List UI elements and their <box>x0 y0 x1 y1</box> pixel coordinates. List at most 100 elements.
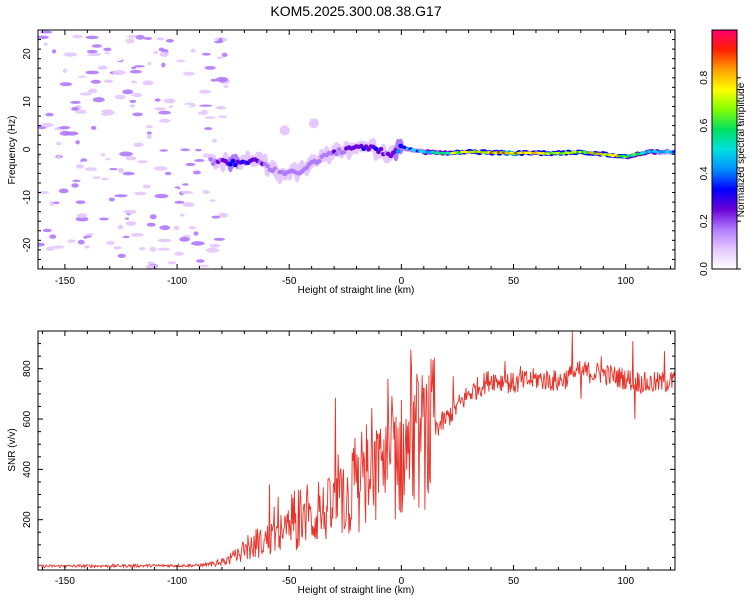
noise-blob <box>130 233 144 237</box>
noise-blob <box>122 235 130 239</box>
snr-y-tick-label: 200 <box>22 511 33 528</box>
noise-blob <box>167 261 177 265</box>
noise-blob <box>153 166 168 171</box>
snr-x-tick-label: 50 <box>508 576 520 587</box>
snr-x-tick-label: 0 <box>399 576 405 587</box>
noise-blob <box>104 51 111 55</box>
isolated-signal-blob <box>308 118 319 129</box>
noise-blob <box>218 212 229 218</box>
colorbar: 0.0 0.2 0.4 0.6 0.8 Normalized spectral ampl… <box>699 29 747 276</box>
noise-blob <box>205 247 219 253</box>
noise-blob <box>174 225 180 231</box>
noise-blob <box>186 221 193 227</box>
noise-blob <box>122 89 134 95</box>
noise-blob <box>72 179 81 182</box>
spectrogram-y-tick-label: -10 <box>22 190 33 205</box>
track-core <box>373 146 379 151</box>
noise-blob <box>146 131 152 135</box>
noise-blob <box>103 79 114 84</box>
noise-blob <box>168 188 180 193</box>
noise-blob <box>125 156 137 161</box>
noise-blob <box>117 167 125 173</box>
noise-blob <box>90 125 97 130</box>
track-core <box>304 165 310 170</box>
noise-blob <box>110 57 123 62</box>
noise-blob <box>45 112 54 117</box>
noise-blob <box>84 167 97 172</box>
noise-blob <box>75 216 89 222</box>
noise-blob <box>196 259 205 263</box>
noise-blob <box>157 247 171 251</box>
noise-blob <box>145 82 153 85</box>
noise-blob <box>105 157 111 161</box>
noise-blob <box>59 82 73 87</box>
noise-blob <box>182 183 189 186</box>
noise-blob <box>46 246 55 251</box>
noise-blob <box>78 75 87 78</box>
noise-blob <box>90 79 101 84</box>
noise-blob <box>41 48 48 52</box>
colorbar-label: Normalized spectral amplitude <box>736 82 747 217</box>
snr-x-axis-label: Height of straight line (km) <box>298 585 415 596</box>
snr-x-tick-label: -100 <box>167 576 187 587</box>
noise-blob <box>122 171 135 176</box>
snr-y-tick-label: 800 <box>22 360 33 377</box>
noise-blob <box>79 92 92 96</box>
snr-x-tick-label: -50 <box>282 576 297 587</box>
noise-blob <box>38 191 50 194</box>
noise-blob <box>125 217 129 220</box>
noise-blob <box>42 139 47 143</box>
noise-blob <box>201 52 211 56</box>
noise-blob <box>58 188 69 194</box>
noise-blob <box>199 89 212 94</box>
noise-blob <box>71 225 81 229</box>
noise-blob <box>112 70 126 76</box>
noise-blob <box>114 94 126 100</box>
noise-blob <box>92 176 101 179</box>
noise-blob <box>192 170 201 175</box>
noise-blob <box>200 184 211 189</box>
noise-blob <box>87 88 98 94</box>
noise-blob <box>198 264 210 268</box>
snr-y-tick-label: 600 <box>22 410 33 427</box>
snr-x-tick-label: -150 <box>55 576 75 587</box>
spectrogram-x-tick-label: -150 <box>55 276 75 287</box>
noise-blob <box>132 112 144 117</box>
noise-blob <box>49 201 55 206</box>
noise-blob <box>99 217 109 221</box>
noise-blob <box>147 261 155 265</box>
noise-blob <box>87 235 92 238</box>
noise-blob <box>159 118 171 123</box>
chart-title: KOM5.2025.300.08.38.G17 <box>270 3 441 19</box>
noise-blob <box>67 239 76 243</box>
noise-blob <box>72 34 83 39</box>
noise-blob <box>211 215 221 219</box>
noise-blob <box>78 63 84 69</box>
spectrogram-y-tick-label: -20 <box>22 237 33 252</box>
track-core <box>378 146 384 152</box>
noise-blob <box>85 70 100 75</box>
noise-blob <box>41 51 52 57</box>
noise-blob <box>41 122 54 128</box>
track-core <box>672 150 675 154</box>
noise-blob <box>182 104 192 108</box>
noise-blob <box>174 200 185 204</box>
noise-blob <box>59 130 72 136</box>
spectrogram-y-tick-label: 10 <box>22 96 33 108</box>
noise-blob <box>109 167 118 171</box>
noise-blob <box>75 164 84 169</box>
noise-blob <box>181 190 190 194</box>
noise-blob <box>106 115 118 118</box>
noise-blob <box>56 155 62 160</box>
noise-blob <box>101 177 109 181</box>
noise-blob <box>80 161 94 166</box>
noise-blob <box>42 228 52 233</box>
noise-blob <box>190 48 196 53</box>
noise-blob <box>97 65 108 70</box>
noise-blob <box>218 115 228 119</box>
snr-y-axis-label: SNR (v/v) <box>7 428 18 471</box>
noise-blob <box>168 105 173 109</box>
